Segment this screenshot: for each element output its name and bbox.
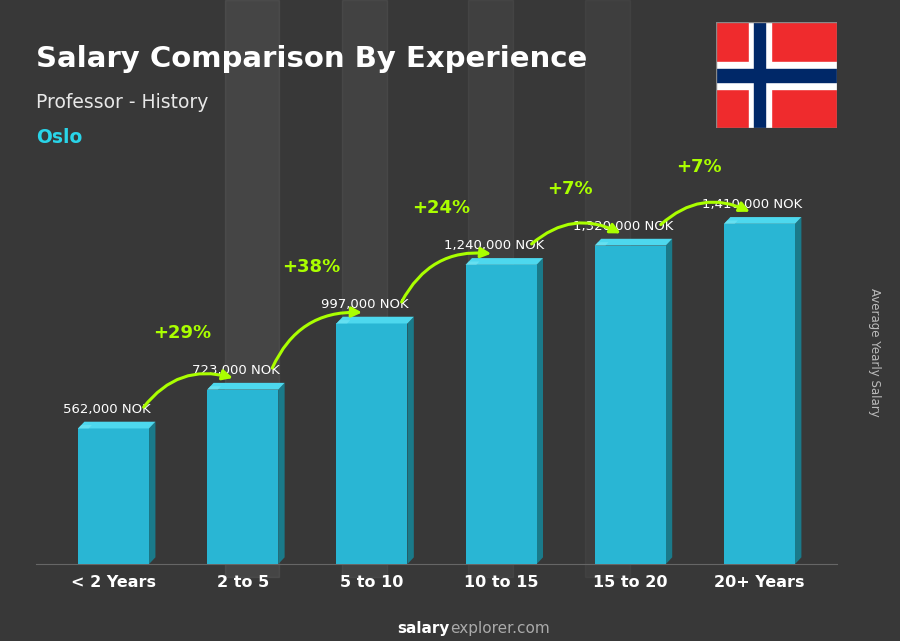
Bar: [724, 224, 795, 564]
Bar: [468, 0, 513, 577]
Bar: [465, 265, 536, 564]
Text: Average Yearly Salary: Average Yearly Salary: [868, 288, 881, 417]
Polygon shape: [78, 422, 156, 428]
Text: Salary Comparison By Experience: Salary Comparison By Experience: [36, 45, 587, 73]
Polygon shape: [666, 239, 672, 564]
Text: +29%: +29%: [153, 324, 211, 342]
Bar: [225, 0, 279, 577]
Polygon shape: [724, 217, 801, 224]
Bar: [595, 246, 666, 564]
Polygon shape: [465, 262, 480, 265]
Polygon shape: [207, 387, 221, 390]
Text: +7%: +7%: [547, 179, 593, 198]
Polygon shape: [149, 422, 156, 564]
Polygon shape: [278, 383, 284, 564]
Bar: [716, 62, 837, 88]
Text: +24%: +24%: [411, 199, 470, 217]
Text: Professor - History: Professor - History: [36, 93, 209, 112]
Text: 997,000 NOK: 997,000 NOK: [321, 297, 409, 311]
Bar: [716, 69, 837, 82]
Bar: [749, 22, 770, 128]
Text: 1,410,000 NOK: 1,410,000 NOK: [702, 198, 803, 211]
Bar: [585, 0, 630, 577]
Polygon shape: [337, 320, 350, 324]
Text: 723,000 NOK: 723,000 NOK: [192, 363, 280, 377]
Polygon shape: [795, 217, 801, 564]
Polygon shape: [207, 383, 284, 390]
Polygon shape: [78, 425, 92, 428]
Polygon shape: [408, 317, 414, 564]
Text: 562,000 NOK: 562,000 NOK: [62, 403, 150, 415]
Text: Oslo: Oslo: [36, 128, 82, 147]
Bar: [337, 324, 408, 564]
Text: 1,240,000 NOK: 1,240,000 NOK: [444, 239, 544, 252]
Polygon shape: [595, 239, 672, 246]
Bar: [207, 390, 278, 564]
Text: 1,320,000 NOK: 1,320,000 NOK: [573, 220, 673, 233]
Text: explorer.com: explorer.com: [450, 620, 550, 636]
Polygon shape: [724, 221, 738, 224]
Polygon shape: [465, 258, 543, 265]
Bar: [78, 428, 149, 564]
Polygon shape: [595, 242, 608, 246]
Text: salary: salary: [398, 620, 450, 636]
Polygon shape: [337, 317, 414, 324]
Bar: [754, 22, 765, 128]
Bar: [342, 0, 387, 577]
Polygon shape: [536, 258, 543, 564]
Text: +7%: +7%: [676, 158, 722, 176]
Text: +38%: +38%: [283, 258, 340, 276]
